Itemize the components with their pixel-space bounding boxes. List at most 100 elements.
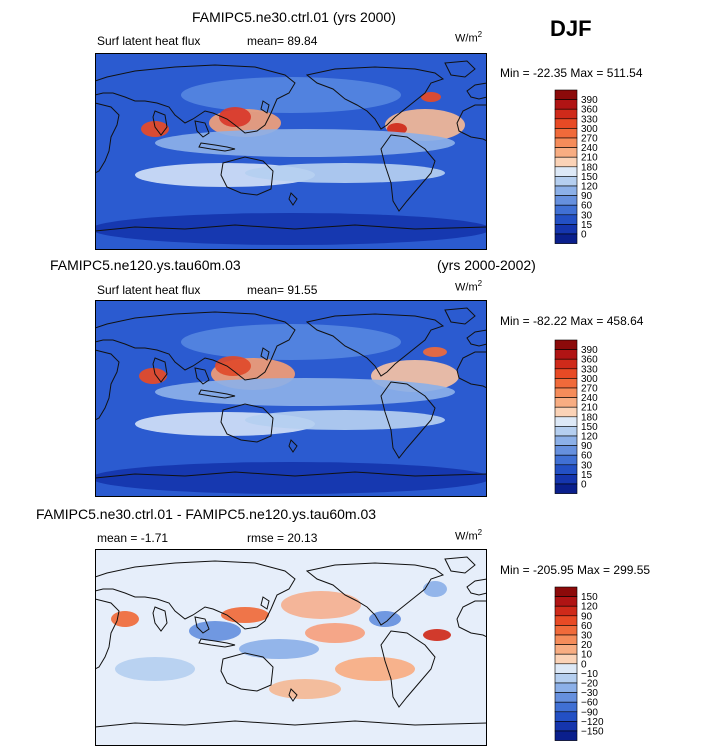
colorbar-cell: [554, 596, 578, 607]
colorbar-cell: [554, 368, 578, 379]
field-patch: [305, 623, 365, 643]
colorbar-cell: [554, 99, 578, 110]
colorbar-label: 0: [581, 230, 587, 241]
field-patch: [141, 121, 169, 137]
coastline: [380, 134, 436, 212]
colorbar-label: −20: [581, 679, 598, 690]
coastline: [444, 60, 476, 78]
coastline: [95, 560, 296, 630]
coastline: [380, 630, 436, 708]
map-frame: [95, 53, 487, 250]
field-patch: [245, 410, 445, 430]
colorbar-cell: [554, 625, 578, 636]
colorbar-label: 390: [581, 95, 598, 106]
field-patch: [139, 368, 167, 384]
colorbar-cell: [554, 137, 578, 148]
field-patch: [155, 129, 455, 157]
colorbar-cell: [554, 730, 578, 741]
map-features: [95, 324, 487, 494]
colorbar-cell: [554, 214, 578, 225]
coastline: [444, 307, 476, 325]
colorbar-cell: [554, 204, 578, 216]
colorbar-cell: [554, 378, 578, 389]
coastline: [194, 616, 210, 634]
colorbar-cell: [554, 673, 578, 684]
field-patch: [155, 378, 455, 406]
coastline: [95, 102, 120, 174]
colorbar-cell: [554, 483, 578, 494]
colorbar-label: −60: [581, 698, 598, 709]
map-frame: [95, 300, 487, 497]
coastline: [305, 562, 445, 626]
colorbar-cell: [554, 185, 578, 196]
coastline: [305, 66, 445, 130]
field-patch: [181, 77, 401, 113]
colorbar-label: −90: [581, 707, 598, 718]
colorbar-cell: [554, 426, 578, 437]
colorbar-cell: [554, 233, 578, 244]
panel1-map: [95, 53, 487, 250]
panel1-title: FAMIPC5.ne30.ctrl.01 (yrs 2000): [192, 9, 396, 25]
colorbar-cell: [554, 701, 578, 713]
colorbar-cell: [554, 156, 578, 168]
colorbar-cell: [554, 682, 578, 693]
continents: [95, 556, 487, 728]
coastline: [95, 311, 296, 381]
field-patch: [221, 607, 269, 623]
coastline: [288, 688, 298, 702]
coastline: [95, 349, 120, 421]
colorbar-cell: [554, 586, 578, 597]
colorbar-label: 20: [581, 640, 593, 651]
colorbar-label: 150: [581, 422, 598, 433]
colorbar-cell: [554, 435, 578, 446]
colorbar-label: 30: [581, 460, 593, 471]
colorbar-cell: [554, 445, 578, 456]
panel3-minmax: Min = -205.95 Max = 299.55: [500, 563, 651, 577]
field-patch: [281, 591, 361, 619]
colorbar-label: 210: [581, 153, 598, 164]
field-patch: [423, 581, 447, 597]
panel1-mean: mean= 89.84: [247, 34, 318, 48]
colorbar-label: −120: [581, 717, 604, 728]
colorbar-cell: [554, 166, 578, 177]
panel3-mean: mean = -1.71: [97, 531, 169, 545]
colorbar-label: 150: [581, 592, 598, 603]
panel3-rmse: rmse = 20.13: [247, 531, 318, 545]
colorbar-cell: [554, 387, 578, 398]
colorbar-label: 90: [581, 611, 593, 622]
colorbar-label: 15: [581, 220, 593, 231]
coastline: [95, 471, 487, 479]
continents: [95, 60, 487, 232]
colorbar-cell: [554, 464, 578, 475]
field-patch: [269, 679, 341, 699]
continents: [95, 307, 487, 479]
panel2-variable: Surf latent heat flux: [97, 283, 201, 297]
panel3-units: W/m2: [455, 528, 483, 543]
colorbar-cell: [554, 358, 578, 370]
panel3-map: [95, 549, 487, 746]
season-label: DJF: [550, 16, 592, 41]
colorbar-cell: [554, 454, 578, 466]
coastline: [456, 351, 487, 389]
field-patch: [421, 92, 441, 102]
colorbar-label: 270: [581, 384, 598, 395]
colorbar-label: 120: [581, 182, 598, 193]
coastline: [260, 100, 270, 114]
field-patch: [239, 639, 319, 659]
colorbar-cell: [554, 147, 578, 158]
coastline: [466, 329, 487, 347]
panel1-variable: Surf latent heat flux: [97, 34, 201, 48]
colorbar-cell: [554, 397, 578, 408]
colorbar-cell: [554, 653, 578, 665]
coastline: [95, 720, 487, 728]
colorbar-label: 120: [581, 432, 598, 443]
coastline: [152, 606, 168, 632]
colorbar-cell: [554, 474, 578, 485]
colorbar-cell: [554, 615, 578, 626]
colorbar-label: 330: [581, 114, 598, 125]
colorbar-cell: [554, 644, 578, 655]
colorbar-cell: [554, 128, 578, 139]
panel2-minmax: Min = -82.22 Max = 458.64: [500, 314, 644, 328]
colorbar-label: 10: [581, 650, 593, 661]
